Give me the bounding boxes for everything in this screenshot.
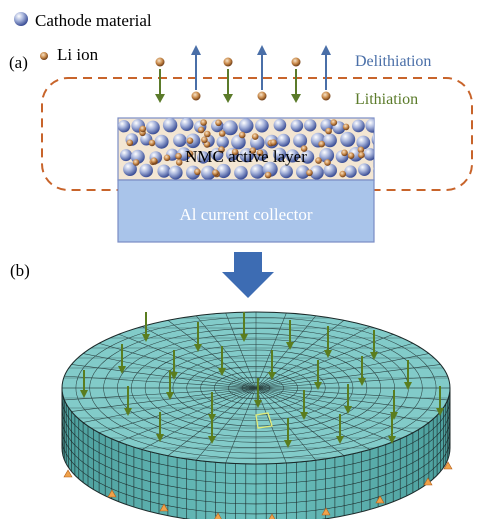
lithiation-arrow-2 [223,57,233,103]
cathode-legend-label: Cathode material [35,11,152,30]
support-8 [443,461,453,470]
load-arrow-18 [300,390,308,420]
load-arrow-4 [324,326,332,358]
load-arrow-19 [344,384,352,414]
load-arrow-1 [194,322,202,352]
load-arrow-17 [254,378,262,408]
load-arrow-6 [118,344,126,374]
highlighted-element [255,412,273,429]
load-arrow-13 [80,370,88,398]
load-arrows [80,312,444,448]
load-arrow-11 [358,356,366,386]
legend: Cathode material Li ion [14,11,152,64]
load-arrow-21 [436,386,444,416]
li-ion-legend-icon [40,52,48,60]
load-arrow-14 [124,386,132,416]
li-ion-legend-label: Li ion [57,45,99,64]
load-arrow-24 [284,418,292,448]
load-arrow-7 [170,350,178,380]
cathode-legend-icon [14,12,28,26]
load-arrow-0 [142,312,150,342]
ion-arrows [155,45,331,103]
load-arrow-2 [240,312,248,342]
al-current-collector [117,179,375,243]
delithiation-arrow-1 [191,45,201,101]
active-layer-particles [118,118,374,180]
load-arrow-3 [286,320,294,350]
delithiation-label: Delithiation [355,53,431,70]
load-arrow-26 [388,414,396,444]
load-arrow-15 [166,370,174,400]
load-arrow-12 [404,360,412,390]
delithiation-arrow-3 [257,45,267,101]
support-7 [423,477,433,486]
fe-mesh-disk [61,311,451,519]
support-0 [63,469,73,478]
lithiation-label: Lithiation [355,91,418,108]
boundary-supports [63,461,453,519]
transition-down-arrow-icon [222,252,274,298]
support-1 [107,489,117,498]
load-arrow-25 [336,414,344,444]
load-arrow-9 [268,350,276,380]
panel-b-label: (b) [10,261,30,280]
lithiation-arrow-4 [291,57,301,103]
support-4 [268,513,276,519]
load-arrow-23 [208,414,216,444]
support-2 [159,503,169,512]
active-layer-label: NMC active layer [185,147,307,166]
load-arrow-8 [218,346,226,376]
support-5 [321,507,331,516]
load-arrow-5 [370,330,378,360]
panel-a-label: (a) [9,53,28,72]
load-arrow-10 [314,360,322,390]
delithiation-arrow-5 [321,45,331,101]
load-arrow-22 [156,412,164,442]
side-mesh-lines [62,388,450,519]
support-6 [375,495,385,504]
lithiation-arrow-0 [155,57,165,103]
support-3 [214,512,222,519]
collector-label: Al current collector [179,205,312,224]
